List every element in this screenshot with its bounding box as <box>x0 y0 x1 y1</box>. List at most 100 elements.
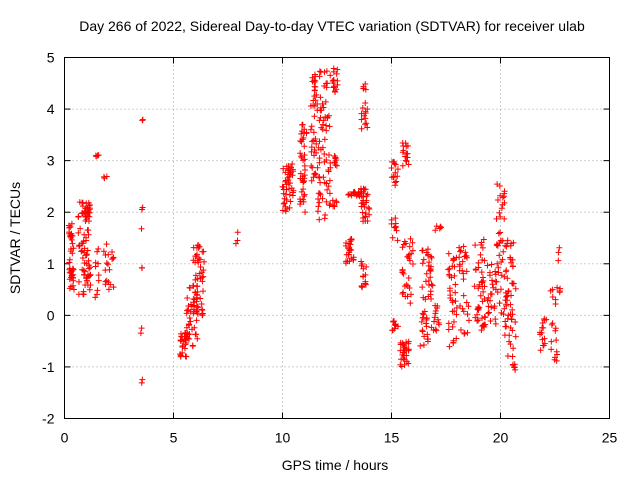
data-point <box>547 287 554 294</box>
data-point <box>501 215 508 222</box>
data-point <box>105 286 112 293</box>
data-point <box>287 198 294 205</box>
data-point <box>553 357 560 364</box>
data-point <box>94 248 101 255</box>
data-point <box>366 206 373 213</box>
data-point <box>484 262 491 269</box>
data-point <box>316 73 323 80</box>
y-tick-label: -1 <box>42 359 55 375</box>
y-tick-label: 3 <box>47 153 55 169</box>
data-point <box>109 249 116 256</box>
data-point <box>465 303 472 310</box>
data-point <box>500 248 507 255</box>
data-point <box>445 320 452 327</box>
data-point <box>199 307 206 314</box>
data-point <box>540 342 547 349</box>
data-point <box>182 353 189 360</box>
data-point <box>453 304 460 311</box>
data-point <box>66 276 73 283</box>
data-point <box>418 318 425 325</box>
data-point <box>86 286 93 293</box>
data-point <box>464 329 471 336</box>
data-point <box>461 330 468 337</box>
data-point <box>194 335 201 342</box>
data-point <box>200 248 207 255</box>
data-point <box>139 264 146 271</box>
data-point <box>498 205 505 212</box>
data-point <box>435 319 442 326</box>
data-point <box>308 123 315 130</box>
data-point <box>424 336 431 343</box>
data-point <box>417 342 424 349</box>
data-point <box>316 159 323 166</box>
data-point <box>82 210 89 217</box>
data-point <box>333 70 340 77</box>
data-point <box>407 300 414 307</box>
data-point <box>478 241 485 248</box>
data-point <box>409 247 416 254</box>
data-point <box>303 130 310 137</box>
data-point <box>427 253 434 260</box>
data-point <box>316 138 323 145</box>
data-point <box>290 187 297 194</box>
data-point <box>190 308 197 315</box>
data-point <box>460 292 467 299</box>
data-point <box>504 315 511 322</box>
plot-frame <box>64 57 610 419</box>
data-point <box>556 244 563 251</box>
data-point <box>316 199 323 206</box>
data-point <box>289 161 296 168</box>
data-point <box>321 136 328 143</box>
data-point <box>553 348 560 355</box>
data-point <box>139 376 146 383</box>
data-point <box>501 332 508 339</box>
data-point <box>456 254 463 261</box>
data-point <box>110 254 117 261</box>
x-tick-label: 5 <box>170 430 178 446</box>
data-point <box>184 334 191 341</box>
data-point <box>362 121 369 128</box>
data-point <box>105 251 112 258</box>
data-point <box>394 166 401 173</box>
data-point <box>476 304 483 311</box>
data-point <box>494 196 501 203</box>
data-point <box>555 249 562 256</box>
data-point <box>95 152 102 159</box>
data-point <box>481 296 488 303</box>
data-point <box>549 293 556 300</box>
data-point <box>457 303 464 310</box>
data-point <box>403 339 410 346</box>
data-point <box>493 278 500 285</box>
data-point <box>364 124 371 131</box>
data-point <box>358 116 365 123</box>
data-point <box>472 266 479 273</box>
data-point <box>317 114 324 121</box>
data-point <box>479 244 486 251</box>
data-point <box>400 344 407 351</box>
data-point <box>471 283 478 290</box>
data-point <box>81 259 88 266</box>
data-point <box>322 98 329 105</box>
data-point <box>316 68 323 75</box>
data-point <box>491 305 498 312</box>
data-point <box>400 289 407 296</box>
data-point <box>179 349 186 356</box>
data-point <box>319 100 326 107</box>
data-point <box>138 225 145 232</box>
data-point <box>300 198 307 205</box>
data-point <box>553 337 560 344</box>
data-point <box>554 284 561 291</box>
data-point <box>463 299 470 306</box>
data-point <box>420 256 427 263</box>
data-point <box>482 321 489 328</box>
data-point <box>194 303 201 310</box>
data-point <box>79 254 86 261</box>
data-point <box>201 258 208 265</box>
y-tick-label: 5 <box>47 50 55 66</box>
data-point <box>200 288 207 295</box>
data-point <box>321 151 328 158</box>
data-point <box>400 349 407 356</box>
data-point <box>475 259 482 266</box>
data-point <box>363 197 370 204</box>
